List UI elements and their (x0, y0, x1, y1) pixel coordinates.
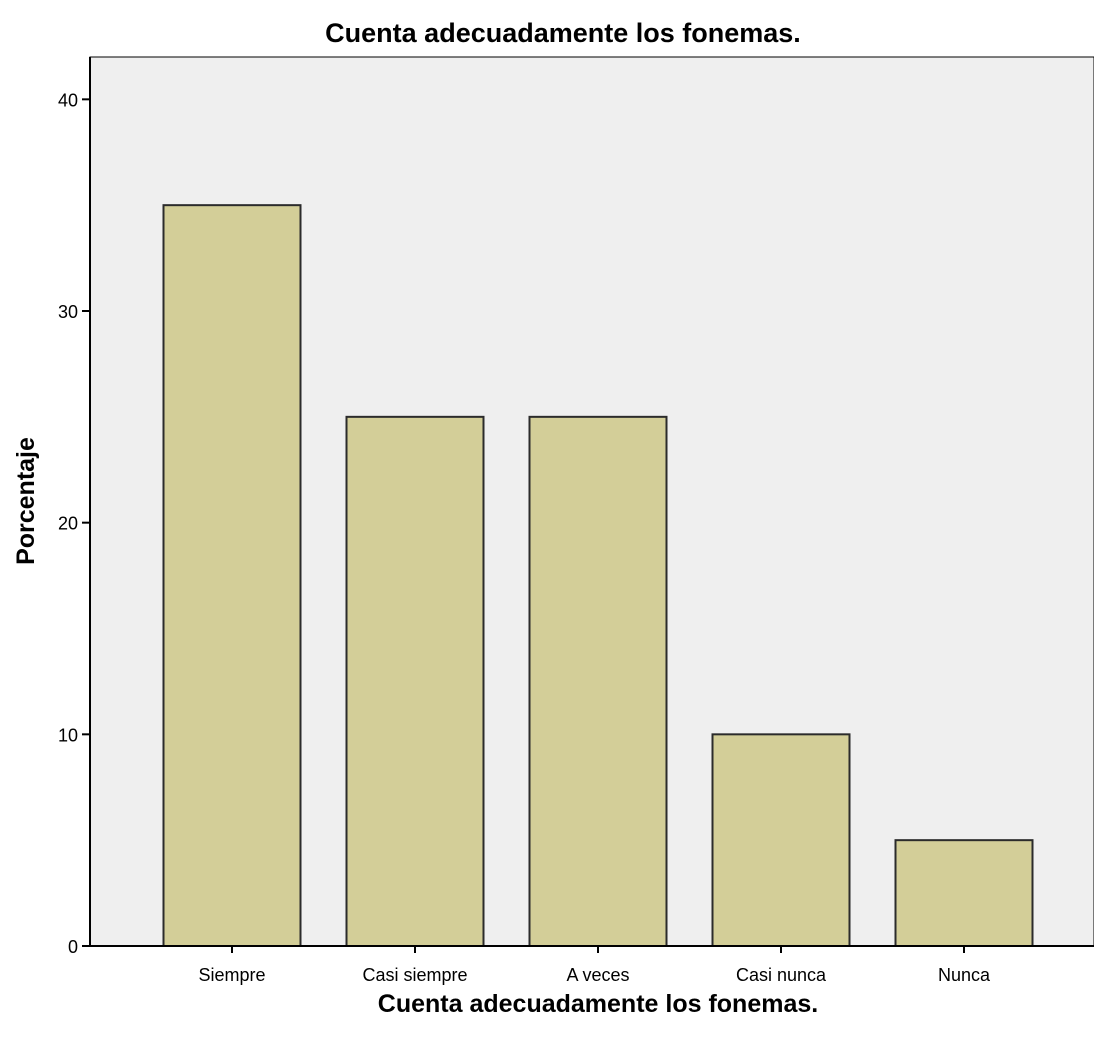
x-axis-label: Cuenta adecuadamente los fonemas. (378, 990, 818, 1018)
y-tick-label: 20 (58, 514, 78, 534)
y-axis: 0 10 20 30 40 (58, 57, 91, 957)
x-axis: Siempre Casi siempre A veces Casi nunca Nunc… (90, 945, 1094, 985)
y-tick-label: 40 (58, 90, 78, 110)
bar-casi-siempre (345, 415, 485, 948)
bar-nunca (894, 839, 1034, 948)
x-tick-label: Siempre (198, 965, 265, 985)
y-axis-label: Porcentaje (12, 437, 40, 565)
y-tick-label: 0 (68, 937, 78, 957)
x-tick-label: Casi siempre (362, 965, 467, 985)
y-tick-label: 10 (58, 725, 78, 745)
bar-siempre (162, 204, 302, 947)
bar-casi-nunca (711, 733, 851, 947)
y-tick-label: 30 (58, 302, 78, 322)
chart-title: Cuenta adecuadamente los fonemas. (325, 18, 801, 48)
x-tick-label: Casi nunca (736, 965, 827, 985)
x-tick-label: Nunca (938, 965, 991, 985)
x-tick-label: A veces (566, 965, 629, 985)
bar-a-veces (528, 415, 668, 948)
